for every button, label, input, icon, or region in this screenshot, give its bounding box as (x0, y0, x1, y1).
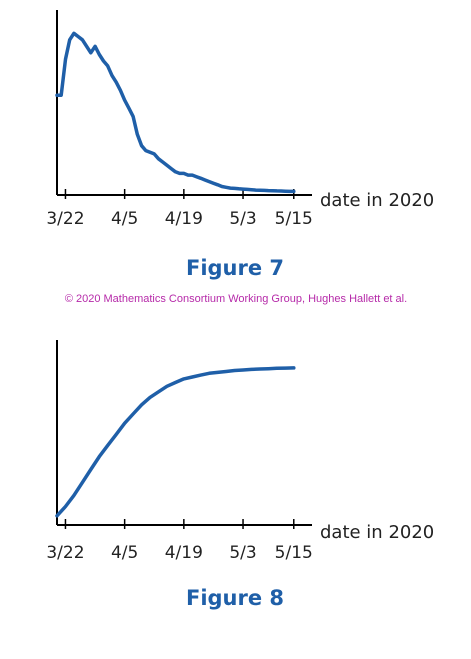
tick-label-fig7-4: 5/15 (275, 209, 313, 229)
tick-marks-fig8 (64, 519, 295, 529)
tick-label-fig8-2: 4/19 (165, 543, 203, 563)
x-axis-title-fig8: date in 2020 (320, 522, 434, 543)
tick-label-fig7-1: 4/5 (111, 209, 138, 229)
tick-label-fig8-3: 5/3 (229, 543, 256, 563)
tick-label-fig8-0: 3/22 (46, 543, 84, 563)
tick-label-fig7-2: 4/19 (165, 209, 203, 229)
tick-label-fig8-4: 5/15 (275, 543, 313, 563)
figure-8-caption: Figure 8 (186, 586, 284, 610)
tick-labels-fig7: 3/22 4/5 4/19 5/3 5/15 (46, 209, 313, 229)
tick-labels-fig8: 3/22 4/5 4/19 5/3 5/15 (46, 543, 313, 563)
tick-label-fig7-0: 3/22 (46, 209, 84, 229)
series-line-fig8 (55, 366, 296, 518)
tick-label-fig7-3: 5/3 (229, 209, 256, 229)
chart-figure-7: 3/22 4/5 4/19 5/3 5/15 date in 2020 Figu… (46, 10, 434, 280)
series-line-fig7 (55, 31, 296, 194)
x-axis-title-fig7: date in 2020 (320, 190, 434, 211)
figure-7-caption: Figure 7 (186, 256, 284, 280)
chart-figure-8: 3/22 4/5 4/19 5/3 5/15 date in 2020 Figu… (46, 340, 434, 610)
tick-label-fig8-1: 4/5 (111, 543, 138, 563)
copyright-notice: © 2020 Mathematics Consortium Working Gr… (65, 293, 407, 305)
